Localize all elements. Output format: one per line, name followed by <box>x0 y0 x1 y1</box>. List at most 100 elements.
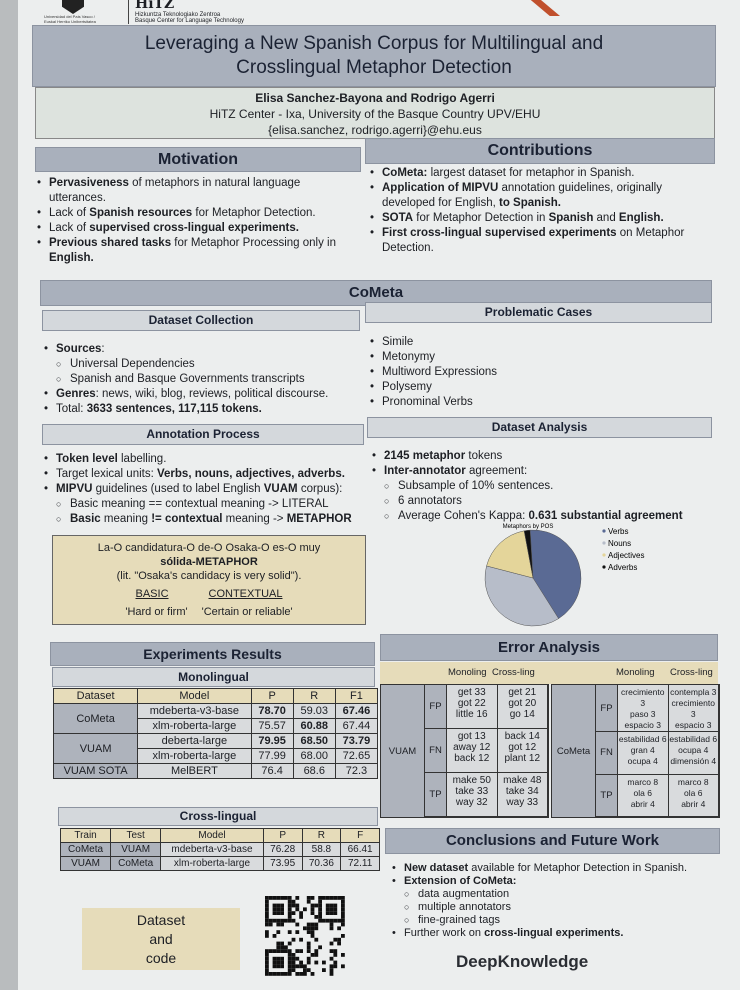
dataset-code-link[interactable]: Dataset and code <box>82 908 240 970</box>
contextual-label: CONTEXTUAL <box>208 588 283 600</box>
list-item: Application of MIPVU annotation guidelin… <box>368 181 708 211</box>
text-segment: on Metaphor Detection. <box>382 227 685 254</box>
error-group: CoMeta FP crecimiento 3 paso 3 espacio 3 co… <box>551 684 720 818</box>
example-sentence: La-O candidatura-O de-O Osaka-O es-O muy <box>97 542 321 554</box>
legend-label: Adjectives <box>608 551 644 560</box>
upv-emblem-icon <box>62 0 84 14</box>
metric-cell: 75.57 <box>250 718 294 734</box>
text-segment: English. <box>49 252 94 264</box>
cell: xlm-roberta-large <box>160 856 264 871</box>
metric-cell: 68.50 <box>292 733 336 749</box>
error-words: make 48 take 34 way 33 <box>497 773 548 816</box>
text-segment: cross-lingual experiments. <box>484 927 624 939</box>
metric-cell: 60.88 <box>292 718 336 734</box>
header-row: Dataset Model P R F1 <box>52 688 379 704</box>
cell: 73.95 <box>262 856 303 871</box>
text-segment: Lack of <box>49 222 90 234</box>
metric-cell: 79.95 <box>250 733 294 749</box>
list-item: SOTA for Metaphor Detection in Spanish a… <box>368 211 708 226</box>
list-item: Further work on cross-lingual experiment… <box>390 927 720 940</box>
metric-cell: 68.00 <box>292 748 336 764</box>
text-segment: VUAM <box>263 483 298 495</box>
model-cell: deberta-large <box>137 733 252 749</box>
pie-slice-verbs <box>529 529 582 619</box>
table-row: VUAM SOTA MelBERT 76.4 68.6 72.3 <box>52 763 379 779</box>
text-segment: MIPVU <box>56 483 93 495</box>
list-item: Universal Dependencies <box>42 357 372 372</box>
error-type: FN <box>596 732 618 774</box>
text-segment: agreement: <box>465 465 528 477</box>
column-header: Model <box>160 828 264 843</box>
problematic-cases-heading: Problematic Cases <box>365 302 712 323</box>
annotation-process-heading: Annotation Process <box>42 424 364 445</box>
text-segment: tokens <box>465 450 503 462</box>
list-item: New dataset available for Metaphor Detec… <box>390 862 720 875</box>
collection-list: Sources:Universal DependenciesSpanish an… <box>42 342 372 417</box>
column-header: Test <box>110 828 162 843</box>
cell: CoMeta <box>59 842 112 857</box>
error-words: estabilidad 6 gran 4 ocupa 4 <box>618 732 669 774</box>
error-header-row: Monoling Cross-ling Monoling Cross-ling <box>380 662 718 684</box>
experiments-heading: Experiments Results <box>50 642 375 666</box>
text-segment: METAPHOR <box>286 513 352 525</box>
list-item: data augmentation <box>390 888 720 901</box>
error-words: estabilidad 6 ocupa 4 dimensión 4 <box>668 732 719 774</box>
list-item: Sources: <box>42 342 372 357</box>
list-item: Lack of Spanish resources for Metaphor D… <box>35 206 355 221</box>
header-row: Train Test Model P R F <box>59 828 380 843</box>
list-item: Subsample of 10% sentences. <box>370 479 715 494</box>
list-item: Token level labelling. <box>42 452 372 467</box>
col-monoling-2: Monoling <box>616 667 655 678</box>
text-segment: 2145 metaphor <box>384 450 466 462</box>
text-segment: labelling. <box>117 453 167 465</box>
text-segment: Basic <box>70 513 101 525</box>
cell: 70.36 <box>301 856 342 871</box>
error-row: FN got 13 away 12 back 12 back 14 got 12 p… <box>425 729 548 773</box>
legend-label: Nouns <box>608 539 631 548</box>
list-item: Pervasiveness of metaphors in natural la… <box>35 176 355 206</box>
model-cell: xlm-roberta-large <box>137 748 252 764</box>
list-item: Average Cohen's Kappa: 0.631 substantial… <box>370 509 715 524</box>
metric-cell: 78.70 <box>250 703 294 719</box>
list-item: Target lexical units: Verbs, nouns, adje… <box>42 467 372 482</box>
text-segment: data augmentation <box>418 888 510 900</box>
metric-cell: 68.6 <box>292 763 336 779</box>
text-segment: Basic meaning == contextual meaning -> L… <box>70 498 329 510</box>
metric-cell: 67.44 <box>334 718 379 734</box>
error-words: make 50 take 33 way 32 <box>447 773 498 816</box>
cell: 58.8 <box>301 842 342 857</box>
col-crossling: Cross-ling <box>492 667 535 678</box>
motivation-heading: Motivation <box>35 147 361 172</box>
column-header: P <box>250 688 294 704</box>
table-row: CoMeta mdeberta-v3-base 78.70 59.03 67.46 <box>52 703 379 734</box>
text-segment: fine-grained tags <box>418 914 500 926</box>
text-segment: Total: <box>56 403 87 415</box>
authors: Elisa Sanchez-Bayona and Rodrigo Agerri <box>255 91 495 105</box>
text-segment: Universal Dependencies <box>70 358 195 370</box>
error-words: back 14 got 12 plant 12 <box>497 729 548 772</box>
hitz-sub1: Hizkuntza Teknologiako Zentroa <box>135 12 221 18</box>
error-words: got 13 away 12 back 12 <box>447 729 498 772</box>
pie-slice-adjectives <box>486 530 534 579</box>
text-segment: of metaphors in natural language utteran… <box>49 177 301 204</box>
error-words: contempla 3 crecimiento 3 espacio 3 <box>668 685 719 731</box>
text-segment: multiple annotators <box>418 901 511 913</box>
qr-code-icon[interactable] <box>265 896 345 976</box>
text-segment: English. <box>618 212 664 224</box>
cell: 66.41 <box>340 842 380 857</box>
analysis-list: 2145 metaphor tokensInter-annotator agre… <box>370 449 715 524</box>
text-segment: largest dataset for metaphor in Spanish. <box>427 167 635 179</box>
list-item: Extension of CoMeta: <box>390 875 720 888</box>
error-analysis-heading: Error Analysis <box>380 634 718 661</box>
text-segment: supervised cross-lingual experiments. <box>89 222 299 234</box>
problematic-list: SimileMetonymyMultiword ExpressionsPolys… <box>368 335 698 410</box>
model-cell: mdeberta-v3-base <box>137 703 252 719</box>
hitz-sub2: Basque Center for Language Technology <box>135 18 244 24</box>
list-item: MIPVU guidelines (used to label English … <box>42 482 372 497</box>
text-segment: for Metaphor Processing only in <box>171 237 337 249</box>
text-segment: : news, wiki, blog, reviews, political d… <box>95 388 329 400</box>
text-segment: 6 annotators <box>398 495 462 507</box>
list-item: multiple annotators <box>390 901 720 914</box>
error-type: FN <box>425 729 447 772</box>
text-segment: Token level <box>56 453 118 465</box>
